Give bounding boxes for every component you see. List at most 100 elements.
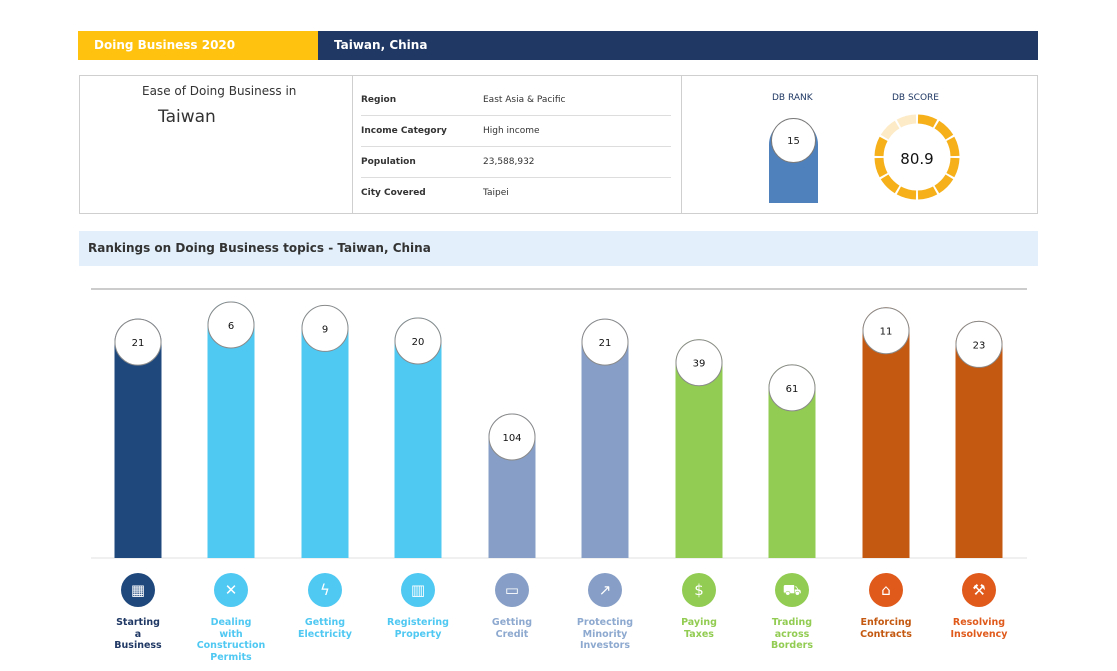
category-label-line: Insolvency xyxy=(950,628,1008,640)
fact-value: 23,588,932 xyxy=(483,157,535,167)
db-score-donut xyxy=(874,114,960,200)
fact-row: Population 23,588,932 xyxy=(361,146,671,177)
data-label: 11 xyxy=(880,327,893,338)
score-segment xyxy=(880,174,900,194)
score-segment xyxy=(946,157,960,178)
value-bubble xyxy=(394,317,442,365)
score-segment xyxy=(934,174,954,194)
category-label-line: Protecting xyxy=(576,617,634,628)
data-label: 9 xyxy=(322,324,328,335)
db-score-value: 80.9 xyxy=(900,150,934,168)
facts-table: Region East Asia & Pacific Income Catego… xyxy=(353,76,682,213)
bar xyxy=(581,318,629,558)
fact-value: East Asia & Pacific xyxy=(483,95,566,105)
value-bubble xyxy=(675,339,723,387)
score-segment xyxy=(946,136,960,157)
fact-row: Region East Asia & Pacific xyxy=(361,85,671,115)
category-label: Dealing with Construction Permits xyxy=(186,617,276,663)
category-label-line: Registering xyxy=(387,617,449,628)
category-label-line: Investors xyxy=(580,640,630,651)
building-icon: ▦ xyxy=(121,573,155,607)
category-label: Starting a Business xyxy=(93,617,183,652)
section-title: Rankings on Doing Business topics - Taiw… xyxy=(79,231,1038,266)
rankings-chart: 21 6 9 20 104 21 39 61 11 23 xyxy=(91,288,1027,559)
category-label-line: across xyxy=(774,628,810,640)
header-banner: Doing Business 2020 Taiwan, China xyxy=(78,31,1038,60)
fact-key: City Covered xyxy=(361,188,426,198)
data-label: 6 xyxy=(228,321,234,332)
bar xyxy=(675,339,723,558)
category-label: Enforcing Contracts xyxy=(841,617,931,640)
tools-icon: ✕ xyxy=(214,573,248,607)
value-bubble xyxy=(207,301,255,349)
courthouse-icon: ⌂ xyxy=(869,573,903,607)
lightning-icon: ϟ xyxy=(308,573,342,607)
truck-icon: ⛟ xyxy=(775,573,809,607)
category-label-line: Credit xyxy=(495,628,529,640)
profile-box: Ease of Doing Business in Taiwan Region … xyxy=(79,75,1038,214)
bar xyxy=(862,307,910,558)
value-bubble xyxy=(862,307,910,355)
value-bubble xyxy=(301,304,349,352)
data-label: 39 xyxy=(693,359,706,370)
category-label-line: Getting xyxy=(304,617,346,628)
fact-key: Region xyxy=(361,95,397,105)
category-label-line: Dealing xyxy=(210,617,252,628)
category-label-line: Electricity xyxy=(298,628,352,640)
bar xyxy=(301,304,349,558)
ease-label: Ease of Doing Business in xyxy=(142,84,297,98)
category-label-line: Getting xyxy=(491,617,533,628)
data-label: 20 xyxy=(412,337,425,348)
bar xyxy=(114,318,162,558)
category-label-line: Borders xyxy=(770,640,814,651)
category-label-line: with xyxy=(219,628,243,640)
credit-card-icon: ▭ xyxy=(495,573,529,607)
country-name: Taiwan xyxy=(158,107,216,127)
category-label: Registering Property xyxy=(373,617,463,640)
db-score-label: DB SCORE xyxy=(892,93,939,103)
category-label-line: a xyxy=(134,628,142,640)
topic-icons: ▦ Starting a Business ✕ Dealing with Constructi… xyxy=(0,570,1117,671)
gavel-icon: ⚒ xyxy=(962,573,996,607)
category-label-line: Business xyxy=(114,640,162,651)
score-segment xyxy=(896,114,917,128)
score-segment xyxy=(917,186,938,200)
score-segment xyxy=(917,114,938,128)
data-label: 104 xyxy=(502,433,521,444)
data-label: 61 xyxy=(786,384,799,395)
db-rank-label: DB RANK xyxy=(772,93,813,103)
value-bubble xyxy=(114,318,162,366)
fact-row: City Covered Taipei xyxy=(361,177,671,208)
bar xyxy=(207,301,255,558)
category-label-line: Minority xyxy=(582,628,628,640)
score-segment xyxy=(874,136,888,157)
db-rank-value: 15 xyxy=(771,118,816,163)
category-label-line: Permits xyxy=(210,651,252,663)
data-label: 21 xyxy=(599,338,612,349)
bar xyxy=(394,317,442,558)
score-segment xyxy=(896,186,917,200)
city-icon: ▥ xyxy=(401,573,435,607)
category-label: Getting Credit xyxy=(467,617,557,640)
fact-value: High income xyxy=(483,126,540,136)
db-metrics: DB RANK 15 DB SCORE 80.9 xyxy=(682,76,1037,213)
value-bubble xyxy=(488,413,536,461)
fact-row: Income Category High income xyxy=(361,115,671,146)
category-label-line: Resolving xyxy=(952,617,1006,628)
category-label-line: Contracts xyxy=(860,628,912,640)
fact-key: Income Category xyxy=(361,126,447,136)
category-label-line: Starting xyxy=(116,617,160,628)
category-label-line: Paying xyxy=(681,617,717,628)
value-bubble xyxy=(768,364,816,412)
economy-title: Taiwan, China xyxy=(318,31,1038,60)
category-label: Protecting Minority Investors xyxy=(560,617,650,652)
bar xyxy=(955,320,1003,558)
ease-panel: Ease of Doing Business in Taiwan xyxy=(80,76,353,213)
score-segment xyxy=(874,157,888,178)
category-label-line: Property xyxy=(394,628,442,640)
score-segment xyxy=(934,120,954,140)
score-segment xyxy=(880,120,900,140)
bar xyxy=(768,364,816,558)
value-bubble xyxy=(955,320,1003,368)
report-title: Doing Business 2020 xyxy=(78,31,318,60)
